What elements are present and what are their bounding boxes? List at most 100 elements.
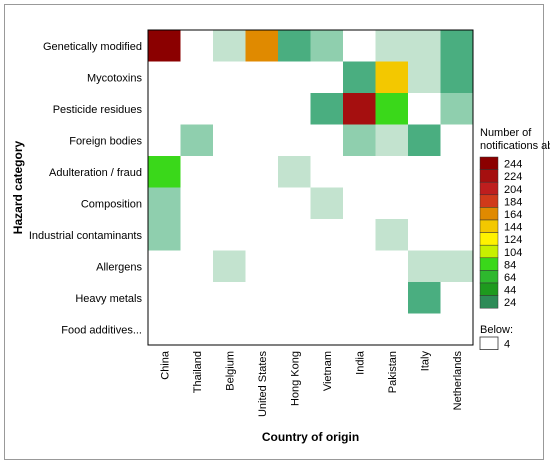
- heatmap-cell: [148, 124, 181, 157]
- heatmap-cells: [148, 30, 474, 346]
- heatmap-cell: [440, 282, 474, 314]
- x-tick-label: United States: [257, 351, 269, 418]
- y-tick-label: Industrial contaminants: [29, 230, 143, 242]
- heatmap-cell: [310, 219, 344, 251]
- heatmap-cell: [213, 313, 246, 346]
- legend-swatch: [479, 244, 499, 259]
- x-tick-label: Hong Kong: [289, 351, 301, 406]
- heatmap-cell: [245, 93, 279, 125]
- heatmap-cell: [343, 250, 376, 283]
- heatmap-cell: [408, 187, 441, 220]
- heatmap-cell: [278, 30, 311, 62]
- legend-value: 84: [504, 259, 516, 271]
- heatmap-cell: [310, 93, 344, 125]
- heatmap-cell: [440, 61, 474, 94]
- heatmap-cell: [278, 282, 311, 314]
- legend-value: 44: [504, 285, 516, 297]
- heatmap-cell: [245, 124, 279, 157]
- heatmap-cell: [408, 250, 441, 283]
- heatmap-cell: [180, 282, 214, 314]
- heatmap-cell: [278, 156, 311, 188]
- heatmap-cell: [148, 250, 181, 283]
- legend-swatch: [479, 295, 499, 309]
- heatmap-cell: [213, 250, 246, 283]
- heatmap-cell: [213, 219, 246, 251]
- heatmap-cell: [408, 282, 441, 314]
- x-tick-label: Italy: [419, 351, 431, 372]
- legend-value: 164: [504, 209, 522, 221]
- heatmap-cell: [375, 282, 409, 314]
- heatmap-cell: [343, 313, 376, 346]
- legend-swatch: [479, 207, 499, 221]
- heatmap-cell: [440, 219, 474, 251]
- x-tick-label: Vietnam: [322, 351, 334, 391]
- x-tick-labels: China Thailand Belgium United States Hong Ko…: [159, 350, 464, 417]
- heatmap-cell: [278, 187, 311, 220]
- legend-value: 144: [504, 222, 522, 234]
- heatmap-cell: [375, 30, 409, 62]
- y-tick-label: Food additives...: [61, 324, 142, 336]
- heatmap-cell: [375, 124, 409, 157]
- heatmap-cell: [310, 124, 344, 157]
- heatmap-cell: [213, 30, 246, 62]
- y-axis-title: Hazard category: [11, 140, 25, 234]
- legend-value: 24: [504, 297, 516, 309]
- heatmap-cell: [310, 187, 344, 220]
- legend-value: 204: [504, 184, 522, 196]
- legend-value: 104: [504, 247, 522, 259]
- heatmap-cell: [343, 156, 376, 188]
- heatmap-cell: [440, 313, 474, 346]
- legend-below-value: 4: [504, 339, 510, 351]
- legend-title: notifications above:: [480, 140, 550, 152]
- x-tick-label: China: [159, 350, 171, 380]
- legend-below-swatch: [479, 336, 499, 351]
- heatmap-cell: [310, 313, 344, 346]
- heatmap-cell: [343, 61, 376, 94]
- heatmap-cell: [278, 61, 311, 94]
- heatmap-cell: [180, 124, 214, 157]
- heatmap-cell: [408, 156, 441, 188]
- heatmap-cell: [180, 93, 214, 125]
- heatmap-cell: [213, 156, 246, 188]
- heatmap-cell: [148, 313, 181, 346]
- heatmap-cell: [213, 124, 246, 157]
- legend-swatch: [479, 181, 499, 196]
- heatmap-cell: [278, 93, 311, 125]
- heatmap-cell: [440, 124, 474, 157]
- legend-swatch: [479, 194, 499, 208]
- heatmap-cell: [310, 30, 344, 62]
- legend-below-label: Below:: [480, 324, 513, 336]
- heatmap-cell: [408, 219, 441, 251]
- legend-value: 124: [504, 234, 522, 246]
- x-tick-label: Pakistan: [387, 351, 399, 393]
- heatmap-cell: [180, 250, 214, 283]
- heatmap-cell: [343, 30, 376, 62]
- legend-title: Number of: [480, 127, 532, 139]
- legend-swatch: [479, 219, 499, 233]
- heatmap-cell: [245, 156, 279, 188]
- heatmap-cell: [408, 30, 441, 62]
- x-tick-label: Netherlands: [452, 351, 464, 411]
- y-tick-labels: Genetically modified Mycotoxins Pesticide …: [29, 41, 143, 337]
- legend-swatch: [479, 156, 499, 170]
- heatmap-cell: [440, 187, 474, 220]
- heatmap-cell: [440, 30, 474, 62]
- heatmap-cell: [213, 282, 246, 314]
- y-tick-label: Pesticide residues: [53, 104, 143, 116]
- x-axis-title: Country of origin: [262, 430, 359, 444]
- heatmap-cell: [310, 250, 344, 283]
- heatmap-cell: [180, 313, 214, 346]
- heatmap-cell: [148, 93, 181, 125]
- heatmap-cell: [245, 187, 279, 220]
- heatmap-cell: [278, 219, 311, 251]
- heatmap-cell: [245, 282, 279, 314]
- heatmap-cell: [180, 187, 214, 220]
- heatmap-cell: [278, 250, 311, 283]
- y-tick-label: Composition: [81, 198, 142, 210]
- heatmap-cell: [213, 187, 246, 220]
- heatmap-cell: [278, 124, 311, 157]
- heatmap-cell: [375, 219, 409, 251]
- heatmap-cell: [213, 61, 246, 94]
- heatmap-cell: [440, 250, 474, 283]
